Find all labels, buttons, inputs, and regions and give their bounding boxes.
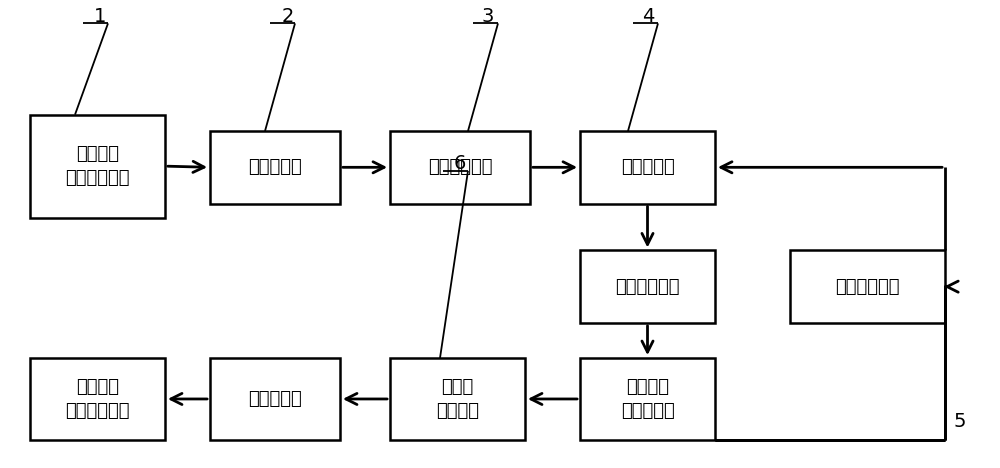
Bar bbox=[390, 358, 525, 440]
Bar bbox=[790, 250, 945, 323]
Text: 6: 6 bbox=[454, 154, 466, 173]
Bar bbox=[30, 115, 165, 218]
Text: 打开激光器: 打开激光器 bbox=[248, 158, 302, 176]
Text: 调节输出波长: 调节输出波长 bbox=[835, 278, 900, 296]
Text: 扩束会聚系统: 扩束会聚系统 bbox=[428, 158, 492, 176]
Text: 采集输出
信号与本底: 采集输出 信号与本底 bbox=[621, 378, 674, 420]
Bar bbox=[30, 358, 165, 440]
Text: 4: 4 bbox=[642, 7, 654, 26]
Text: 5: 5 bbox=[953, 411, 966, 431]
Text: 关闭激光器: 关闭激光器 bbox=[248, 390, 302, 408]
Bar bbox=[210, 358, 340, 440]
Text: 单色仪分光: 单色仪分光 bbox=[621, 158, 674, 176]
Text: 2: 2 bbox=[282, 7, 294, 26]
Bar bbox=[210, 131, 340, 204]
Bar bbox=[580, 250, 715, 323]
Text: 3: 3 bbox=[482, 7, 494, 26]
Text: 连接设备
连接辐亮度仪: 连接设备 连接辐亮度仪 bbox=[65, 146, 130, 187]
Text: 准直匀光系统: 准直匀光系统 bbox=[615, 278, 680, 296]
Text: 断开设备
断开辐亮度仪: 断开设备 断开辐亮度仪 bbox=[65, 378, 130, 420]
Bar bbox=[390, 131, 530, 204]
Bar bbox=[580, 358, 715, 440]
Text: 上位机
数据中心: 上位机 数据中心 bbox=[436, 378, 479, 420]
Text: 1: 1 bbox=[94, 7, 106, 26]
Bar bbox=[580, 131, 715, 204]
